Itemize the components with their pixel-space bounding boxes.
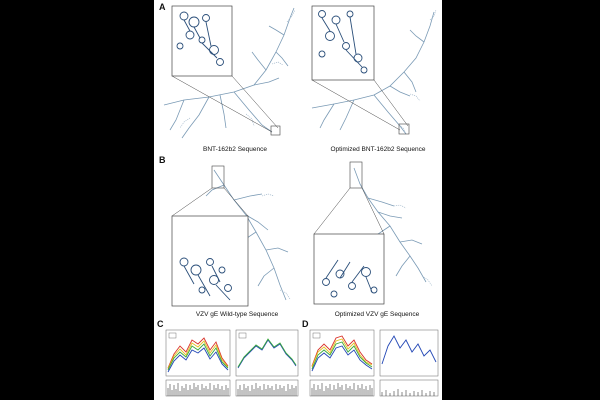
panel-label-b: B [159,155,166,165]
plot-panel-d [309,329,439,397]
caption-optimized-bnt-162b2: Optimized BNT-162b2 Sequence [330,146,426,153]
caption-bnt-162b2: BNT-162b2 Sequence [203,146,267,153]
caption-optimized-vzv-ge: Optimized VZV gE Sequence [334,311,420,318]
structure-optimized-vzv-ge [313,161,433,305]
caption-vzv-ge-wild-type: VZV gE Wild-type Sequence [195,311,279,318]
plot-panel-c [165,329,299,397]
panel-label-a: A [159,2,166,12]
panel-label-d: D [302,319,309,329]
panel-label-c: C [157,319,164,329]
structure-vzv-ge-wild-type [171,165,291,307]
figure: A B C D BNT-162b2 Sequence Optimized BNT… [154,0,442,400]
structure-optimized-bnt-162b2 [311,5,437,135]
structure-bnt-162b2 [163,5,296,139]
